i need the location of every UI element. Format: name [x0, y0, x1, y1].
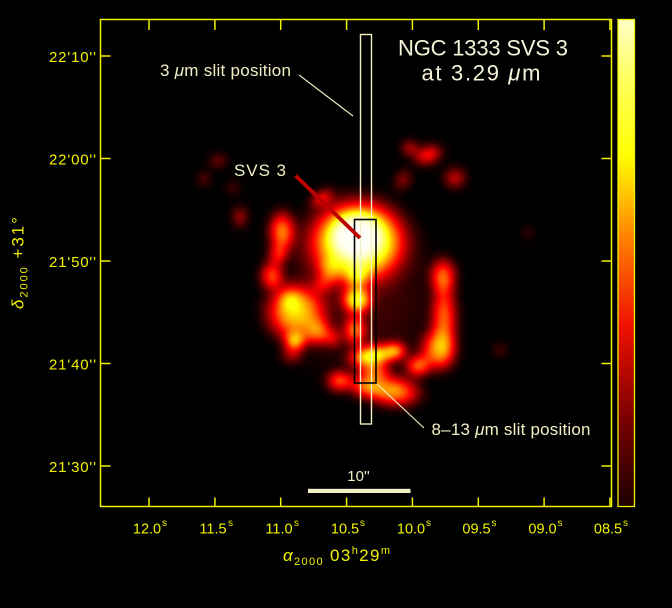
svg-text:s: s: [228, 518, 233, 529]
svg-text:22'10'': 22'10'': [49, 49, 96, 66]
svg-text:s: s: [162, 518, 167, 529]
svg-text:09.5: 09.5: [462, 522, 490, 538]
svg-text:s: s: [294, 518, 299, 529]
svg-text:8–13 μm slit position: 8–13 μm slit position: [432, 420, 591, 439]
svg-text:11.5: 11.5: [199, 522, 226, 538]
svg-text:SVS 3: SVS 3: [234, 161, 286, 180]
svg-text:11.0: 11.0: [265, 522, 292, 538]
svg-text:10.0: 10.0: [397, 522, 425, 538]
svg-text:10'': 10'': [347, 468, 370, 485]
svg-text:12.0: 12.0: [133, 522, 161, 538]
svg-text:s: s: [558, 518, 563, 529]
svg-text:21'30'': 21'30'': [49, 459, 96, 476]
svg-text:s: s: [426, 518, 431, 529]
svg-text:s: s: [360, 518, 365, 529]
svg-text:3 μm slit position: 3 μm slit position: [160, 61, 291, 80]
svg-text:22'00'': 22'00'': [49, 152, 96, 169]
svg-text:21'50'': 21'50'': [49, 254, 96, 271]
svg-text:s: s: [492, 518, 497, 529]
svg-text:NGC 1333 SVS 3: NGC 1333 SVS 3: [398, 36, 568, 61]
svg-text:21'40'': 21'40'': [49, 357, 96, 374]
svg-text:09.0: 09.0: [528, 522, 556, 538]
svg-text:at 3.29 μm: at 3.29 μm: [422, 61, 541, 86]
svg-text:08.5: 08.5: [594, 522, 622, 538]
svg-text:s: s: [623, 518, 628, 529]
svg-text:10.5: 10.5: [331, 522, 359, 538]
